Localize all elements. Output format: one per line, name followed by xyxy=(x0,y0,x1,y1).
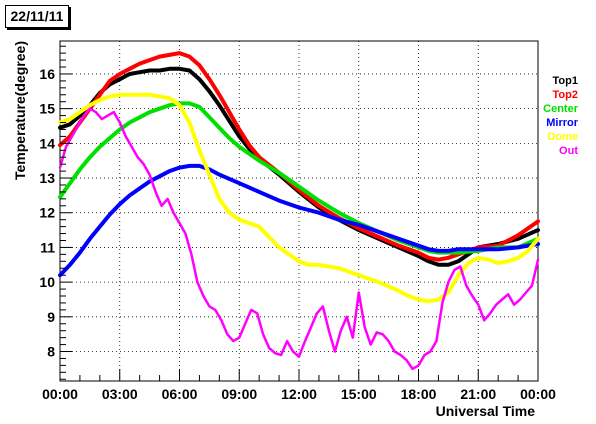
x-axis-title: Universal Time xyxy=(436,403,536,419)
y-tick-label: 14 xyxy=(39,135,55,151)
x-tick-label: 00:00 xyxy=(520,386,556,402)
legend-entry-out: Out xyxy=(559,145,578,157)
x-tick-label: 21:00 xyxy=(460,386,496,402)
y-tick-label: 9 xyxy=(47,309,55,325)
y-tick-label: 12 xyxy=(39,205,55,221)
x-tick-label: 00:00 xyxy=(42,386,78,402)
legend-entry-center: Center xyxy=(543,103,579,115)
legend-entry-dome: Dome xyxy=(547,131,578,143)
y-tick-label: 15 xyxy=(39,101,55,117)
legend-entry-top2: Top2 xyxy=(553,89,578,101)
legend-entry-mirror: Mirror xyxy=(546,117,579,129)
y-axis-title: Temperature(degree) xyxy=(12,41,28,180)
x-tick-label: 18:00 xyxy=(401,386,437,402)
y-tick-label: 8 xyxy=(47,344,55,360)
y-tick-label: 11 xyxy=(40,239,55,255)
y-tick-label: 16 xyxy=(39,66,55,82)
y-tick-label: 13 xyxy=(39,170,55,186)
y-tick-label: 10 xyxy=(39,274,55,290)
x-tick-label: 03:00 xyxy=(102,386,138,402)
x-tick-label: 09:00 xyxy=(221,386,257,402)
x-tick-label: 12:00 xyxy=(281,386,317,402)
x-tick-label: 06:00 xyxy=(162,386,198,402)
legend-entry-top1: Top1 xyxy=(553,75,578,87)
x-tick-label: 15:00 xyxy=(341,386,377,402)
